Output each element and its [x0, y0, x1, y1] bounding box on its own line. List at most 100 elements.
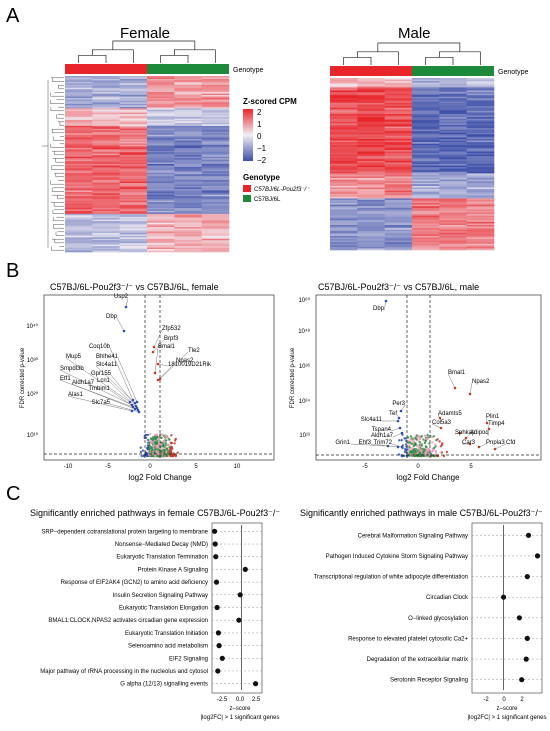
heatmap-cell	[330, 167, 358, 169]
volcano-point	[171, 447, 174, 450]
heatmap-cell	[147, 90, 175, 93]
heatmap-cell	[65, 130, 93, 133]
heatmap-cell	[201, 243, 230, 245]
volcano-point	[440, 451, 443, 454]
heatmap-cell	[201, 197, 230, 200]
heatmap-cell	[357, 103, 385, 105]
heatmap-cell	[174, 130, 202, 133]
heatmap-cell	[92, 99, 120, 102]
heatmap-cell	[384, 129, 413, 132]
heatmap-cell	[119, 169, 148, 172]
heatmap-cell	[92, 125, 120, 128]
pathways-female-footnote: |log2FC| > 1 significant genes	[201, 715, 280, 721]
heatmap-cell	[92, 124, 120, 127]
heatmap-cell	[384, 184, 413, 187]
heatmap-cell	[174, 247, 202, 250]
heatmap-cell	[439, 99, 467, 102]
heatmap-cell	[412, 109, 440, 112]
heatmap-cell	[466, 124, 495, 127]
heatmap-cell	[412, 149, 440, 152]
labeled-gene-point	[128, 400, 132, 404]
heatmap-cell	[147, 202, 175, 204]
heatmap-cell	[147, 162, 175, 165]
heatmap-cell	[412, 171, 440, 174]
heatmap-cell	[330, 85, 358, 88]
heatmap-cell	[119, 121, 148, 124]
volcano-point	[417, 447, 421, 451]
heatmap-cell	[384, 170, 413, 173]
heatmap-cell	[119, 100, 148, 103]
heatmap-cell	[147, 153, 175, 156]
heatmap-cell	[201, 125, 230, 128]
heatmap-cell	[201, 164, 230, 166]
volcano-point	[155, 449, 158, 453]
heatmap-cell	[174, 93, 202, 96]
heatmap-cell	[92, 196, 120, 199]
heatmap-cell	[119, 99, 148, 102]
heatmap-cell	[119, 98, 148, 100]
heatmap-cell	[119, 136, 148, 138]
heatmap-cell	[412, 103, 440, 105]
pathway-dot	[214, 604, 220, 611]
heatmap-cell	[119, 228, 148, 231]
pathways-male-frame	[471, 522, 543, 694]
heatmap-cell	[92, 240, 120, 243]
heatmap-cell	[92, 210, 120, 213]
heatmap-cell	[439, 178, 467, 180]
legend-genotype-title: Genotype	[243, 173, 280, 182]
heatmap-cell	[201, 184, 230, 187]
heatmap-cell	[201, 86, 230, 89]
heatmap-cell	[384, 181, 413, 184]
heatmap-cell	[92, 109, 120, 112]
pathway-dot	[215, 630, 221, 636]
gene-label-leader	[447, 373, 456, 389]
heatmap-cell	[330, 207, 358, 210]
gene-label-leader	[390, 427, 401, 432]
heatmap-cell	[412, 165, 440, 168]
heatmap-cell	[92, 174, 120, 177]
female-genotype-label: Genotype	[233, 67, 263, 74]
heatmap-cell	[330, 160, 358, 163]
heatmap-cell	[147, 240, 175, 243]
heatmap-cell	[119, 232, 148, 235]
heatmap-cell	[412, 140, 440, 143]
heatmap-cell	[466, 103, 495, 105]
heatmap-cell	[466, 93, 495, 96]
gene-label: Bmal1	[158, 344, 176, 350]
heatmap-cell	[174, 169, 202, 172]
heatmap-cell	[384, 142, 413, 144]
volcano-point	[150, 447, 153, 450]
heatmap-cell	[201, 106, 230, 109]
heatmap-cell	[384, 110, 413, 113]
heatmap-cell	[384, 99, 413, 102]
heatmap-cell	[439, 121, 467, 124]
volcano-male-xlabel: log2 Fold Change	[396, 473, 460, 482]
pathways-female-xtick: -2.5	[217, 697, 228, 703]
heatmap-cell	[439, 199, 467, 202]
volcano-female-gene-labels: Usp2DbpZfp532Brpf31810019D21RikBmal1Tle2…	[59, 294, 212, 414]
gene-label-leader	[159, 351, 189, 380]
heatmap-cell	[357, 212, 385, 215]
heatmap-cell	[147, 250, 175, 253]
heatmap-cell	[466, 149, 495, 152]
heatmap-cell	[92, 118, 120, 121]
volcano-male-plot: DbpBmal1Npas2Per3TefSlc4a11Tspan4Aldh1a7…	[290, 294, 542, 482]
heatmap-cell	[412, 224, 440, 227]
volcano-male-title: C57BJ/6L-Pou2f3⁻/⁻ vs C57BJ/6L, male	[318, 282, 479, 292]
heatmap-cell	[201, 165, 230, 168]
heatmap-cell	[201, 247, 230, 250]
heatmap-cell	[92, 186, 120, 188]
heatmap-cell	[357, 198, 385, 201]
pathways-female-frame	[211, 522, 263, 694]
heatmap-cell	[439, 174, 467, 177]
heatmap-cell	[412, 118, 440, 121]
heatmap-cell	[357, 160, 385, 163]
heatmap-cell	[119, 130, 148, 133]
heatmap-cell	[412, 153, 440, 155]
heatmap-cell	[357, 81, 385, 83]
heatmap-cell	[119, 212, 148, 215]
heatmap-cell	[412, 239, 440, 241]
heatmap-cell	[412, 134, 440, 137]
heatmap-cell	[466, 237, 495, 240]
heatmap-cell	[201, 76, 230, 78]
